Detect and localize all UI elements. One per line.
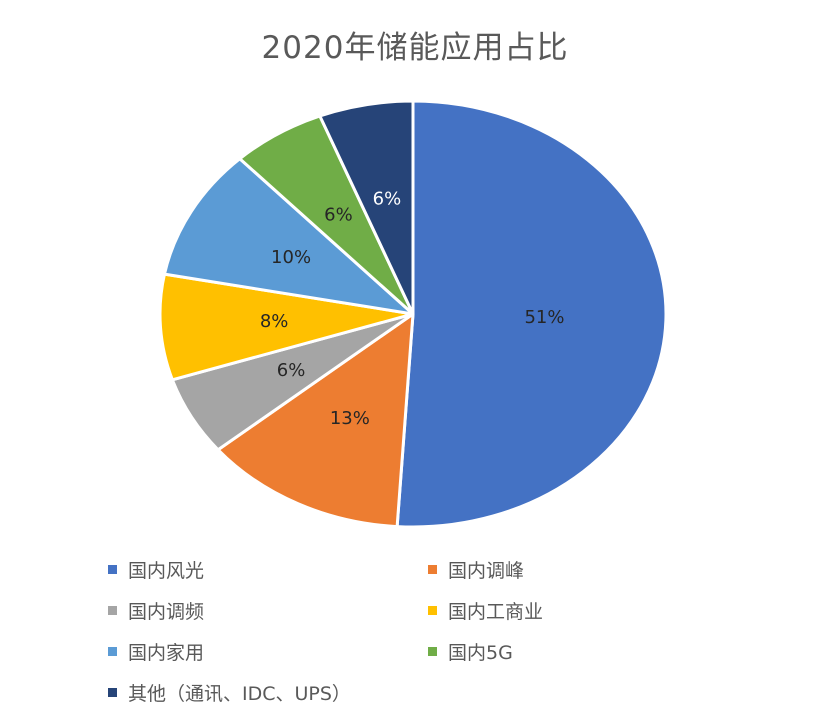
legend-swatch-6: [428, 646, 437, 656]
data-label-2: 13%: [330, 408, 370, 429]
legend-swatch-3: [108, 605, 117, 615]
data-label-6: 6%: [324, 205, 353, 226]
legend-item-5: 国内家用: [108, 638, 428, 664]
legend-swatch-1: [108, 564, 117, 574]
legend-item-7: 其他（通讯、IDC、UPS）: [108, 679, 428, 705]
legend-swatch-5: [108, 646, 117, 656]
data-label-7: 6%: [373, 188, 402, 209]
legend-item-4: 国内工商业: [428, 597, 748, 623]
legend-label-5: 国内家用: [128, 641, 205, 664]
legend-label-3: 国内调频: [128, 600, 205, 623]
legend-swatch-2: [428, 564, 437, 574]
pie-slice-4: [158, 272, 415, 382]
pie-slice-1: [395, 99, 668, 529]
legend-item-6: 国内5G: [428, 638, 748, 664]
pie-chart: 51% 13% 6% 8% 10% 6% 6%: [158, 99, 668, 529]
legend-label-1: 国内风光: [128, 559, 205, 582]
legend: 国内风光 国内调峰国内调频 国内工商业国内家用 国内5G 其他（通讯、IDC、UPS）: [108, 556, 748, 705]
legend-item-3: 国内调频: [108, 597, 428, 623]
pie-slice-7: [318, 99, 415, 316]
data-label-1: 51%: [524, 307, 564, 328]
legend-label-2: 国内调峰: [448, 559, 525, 582]
legend-swatch-4: [428, 605, 437, 615]
pie-slice-5: [162, 157, 415, 316]
pie-slice-2: [216, 312, 415, 529]
legend-label-4: 国内工商业: [448, 600, 544, 623]
legend-label-7: 其他（通讯、IDC、UPS）: [128, 682, 351, 705]
data-label-5: 10%: [271, 247, 311, 268]
chart-title: 2020年储能应用占比: [261, 30, 569, 66]
legend-swatch-7: [108, 687, 117, 697]
data-label-4: 8%: [260, 311, 289, 332]
legend-item-1: 国内风光: [108, 556, 428, 582]
data-label-3: 6%: [277, 360, 306, 381]
legend-label-6: 国内5G: [448, 641, 513, 664]
legend-item-2: 国内调峰: [428, 556, 748, 582]
